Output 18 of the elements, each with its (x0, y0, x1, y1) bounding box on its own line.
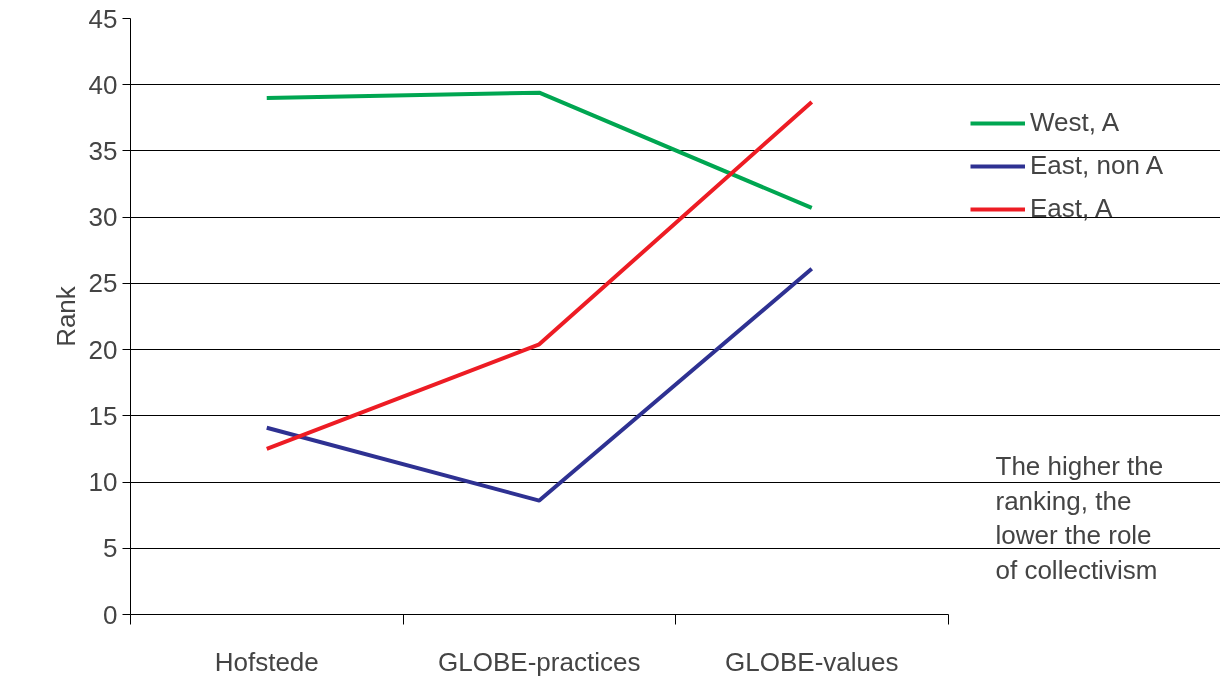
y-tick-label: 45 (88, 3, 118, 34)
text: The higher the ranking, the lower the role of collectivism (995, 451, 1164, 585)
y-tick-label: 30 (88, 202, 118, 233)
y-tick-label: 5 (103, 533, 118, 564)
y-tick-label: 0 (103, 599, 118, 630)
legend-label: West, A (1030, 107, 1121, 138)
x-tick-label: Hofstede (214, 646, 319, 677)
y-tick-label: 40 (88, 69, 118, 100)
x-tick-label: GLOBE-practices (438, 646, 641, 677)
legend-label: East, A (1030, 193, 1114, 224)
y-tick-label: 15 (88, 400, 118, 431)
y-tick-label: 35 (88, 135, 118, 166)
y-tick-label: 25 (88, 268, 118, 299)
y-axis-title: Rank (50, 285, 81, 347)
y-tick-label: 20 (88, 334, 118, 365)
x-tick-label: GLOBE-values (725, 646, 899, 677)
legend-label: East, non A (1030, 150, 1164, 181)
y-tick-label: 10 (88, 467, 118, 498)
